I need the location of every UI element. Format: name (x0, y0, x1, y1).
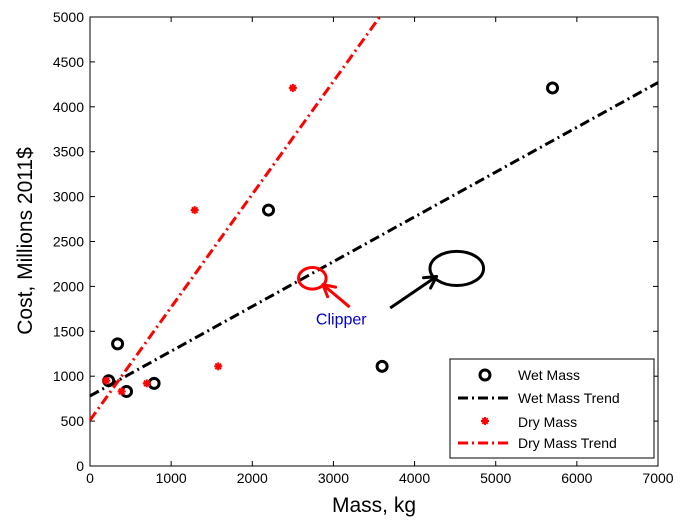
legend-label-dry-mass: Dry Mass (518, 414, 577, 430)
x-tick-label: 4000 (399, 470, 430, 486)
annotation-red-ellipse (297, 266, 328, 291)
y-tick-label: 0 (76, 458, 84, 474)
y-axis-label: Cost, Millions 2011$ (14, 147, 37, 335)
x-tick-label: 6000 (561, 470, 592, 486)
x-tick-label: 2000 (237, 470, 268, 486)
data-point-wet-mass (546, 81, 560, 95)
annotation-black-arrow (389, 275, 438, 310)
x-tick-label: 7000 (642, 470, 673, 486)
data-point-dry-mass (142, 379, 151, 388)
legend-marker-dry-mass (481, 417, 489, 425)
x-axis-label: Mass, kg (332, 494, 416, 517)
legend-item-dry-mass: Dry Mass (481, 414, 577, 430)
x-tick-label: 5000 (480, 470, 511, 486)
legend-item-wet-mass: Wet Mass (478, 367, 580, 383)
legend-item-wet-mass-trend: Wet Mass Trend (458, 390, 620, 406)
annotation-black-ellipse (428, 249, 486, 288)
x-tick-label: 1000 (156, 470, 187, 486)
legend: Wet Mass Wet Mass Trend Dry Mass Dry Mas… (449, 358, 655, 459)
x-tick-label: 3000 (318, 470, 349, 486)
y-tick-label: 1500 (53, 323, 84, 339)
annotation-label-clipper: Clipper (316, 311, 367, 328)
legend-label-wet-mass: Wet Mass (518, 367, 580, 383)
y-tick-label: 2000 (53, 278, 84, 294)
y-tick-label: 4500 (53, 54, 84, 70)
y-tick-label: 3000 (53, 189, 84, 205)
data-point-dry-mass (102, 376, 111, 385)
legend-asterisk-dry-mass (481, 417, 489, 425)
x-tick-label: 0 (86, 470, 94, 486)
y-tick-label: 5000 (53, 9, 84, 25)
data-point-dry-mass (214, 362, 223, 371)
data-point-wet-mass (375, 359, 389, 373)
y-tick-label: 3500 (53, 144, 84, 160)
data-point-dry-mass (288, 83, 297, 92)
axis-ticks: 0 1000 2000 3000 4000 5000 6000 7000 0 500 1000 150… (53, 9, 674, 486)
series-layer (88, 16, 659, 422)
legend-label-dry-mass-trend: Dry Mass Trend (518, 435, 617, 451)
y-tick-label: 500 (61, 413, 85, 429)
legend-item-dry-mass-trend: Dry Mass Trend (458, 435, 617, 451)
data-point-dry-mass (117, 387, 126, 396)
series-line-dry-mass-trend (88, 16, 381, 422)
y-tick-label: 4000 (53, 99, 84, 115)
annotation-layer: Clipper (297, 249, 486, 328)
series-line-wet-mass-trend (89, 81, 659, 398)
data-point-wet-mass (262, 203, 276, 217)
data-point-dry-mass (190, 206, 199, 215)
y-tick-label: 2500 (53, 234, 84, 250)
y-tick-label: 1000 (53, 368, 84, 384)
annotation-red-arrow (321, 283, 351, 309)
legend-label-wet-mass-trend: Wet Mass Trend (518, 390, 620, 406)
data-point-wet-mass (111, 337, 125, 351)
legend-marker-wet-mass (478, 368, 492, 382)
